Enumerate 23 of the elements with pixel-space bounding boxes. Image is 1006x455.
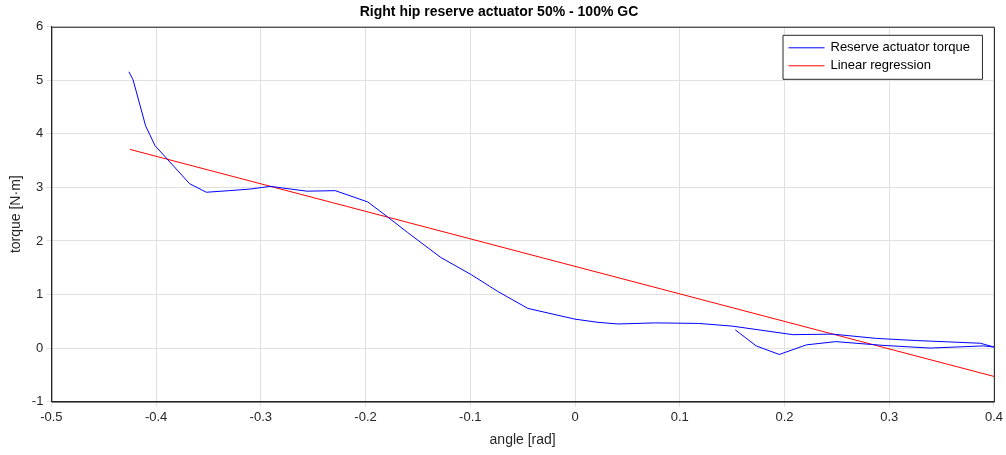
y-tick-label: 4: [36, 125, 44, 141]
chart-title: Right hip reserve actuator 50% - 100% GC: [359, 3, 639, 20]
y-tick-label: 0: [36, 339, 44, 355]
legend-label: Linear regression: [830, 57, 931, 73]
x-tick-label: 0.2: [775, 408, 794, 424]
y-axis-title: torque [N·m]: [7, 175, 24, 254]
x-axis-title: angle [rad]: [489, 431, 556, 448]
x-tick-label: -0.4: [144, 408, 168, 424]
y-tick-label: 2: [36, 232, 44, 248]
x-tick-label: 0: [571, 408, 579, 424]
y-tick-label: 6: [36, 18, 44, 34]
x-tick-label: 0.4: [984, 408, 1003, 424]
y-tick-label: 3: [36, 179, 44, 195]
y-tick-label: -1: [31, 393, 44, 409]
x-tick-label: 0.1: [670, 408, 689, 424]
x-tick-label: -0.3: [249, 408, 273, 424]
x-tick-label: -0.2: [354, 408, 377, 424]
y-tick-label: 1: [36, 286, 44, 302]
legend-label: Reserve actuator torque: [830, 39, 970, 55]
y-tick-label: 5: [36, 71, 44, 87]
x-tick-label: -0.5: [40, 408, 63, 424]
x-tick-label: -0.1: [459, 408, 482, 424]
x-tick-label: 0.3: [880, 408, 899, 424]
